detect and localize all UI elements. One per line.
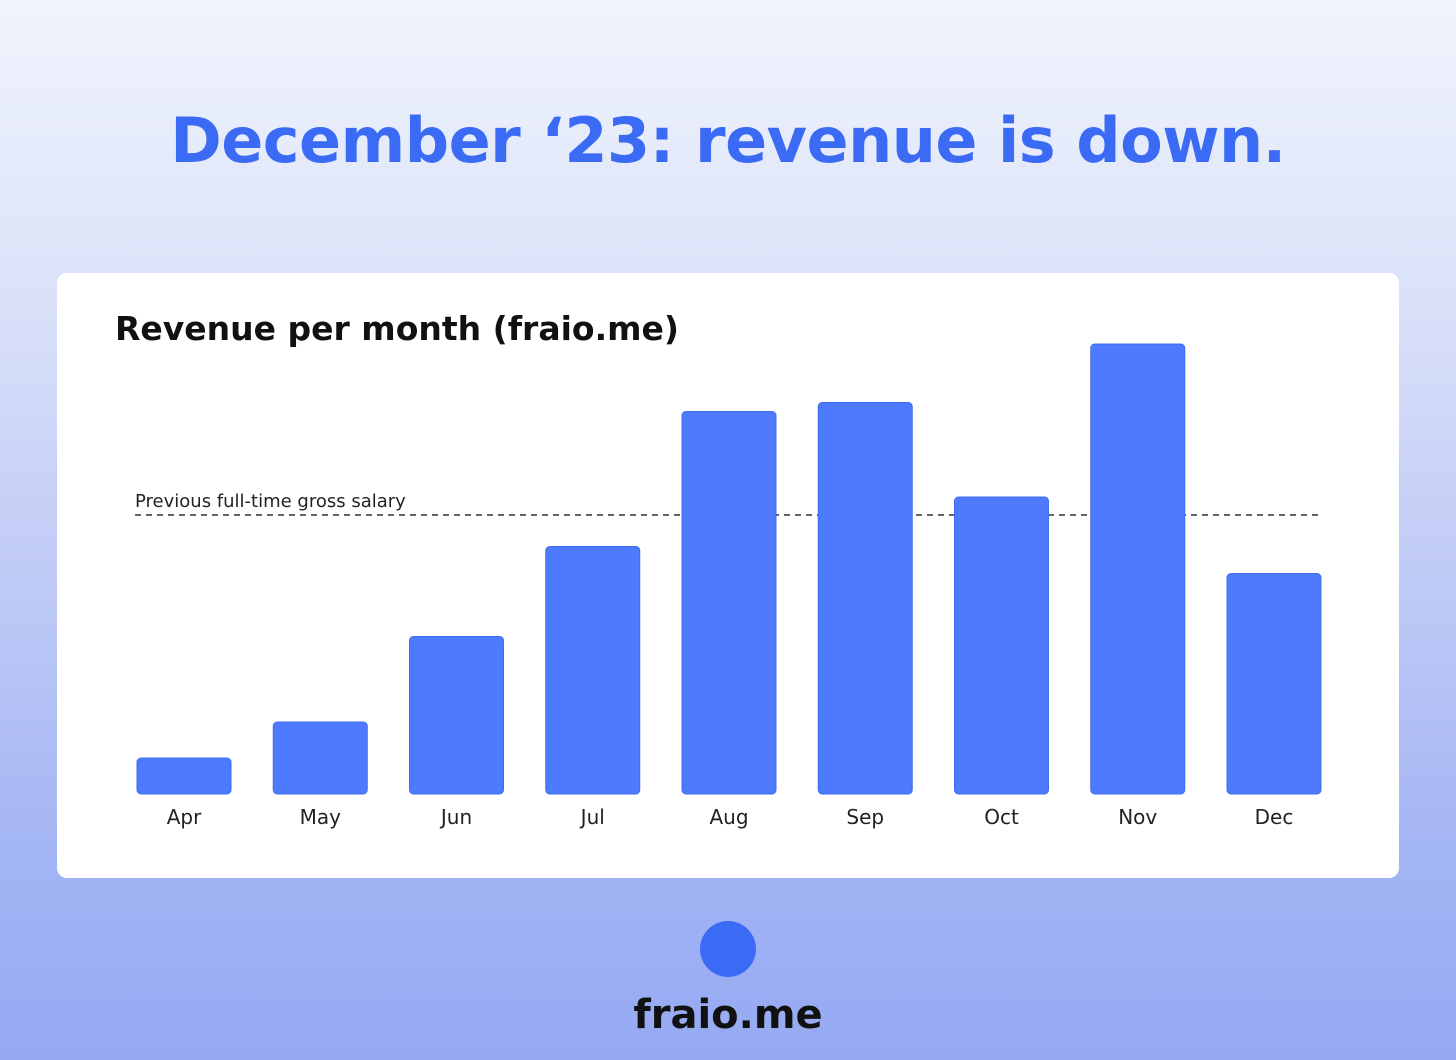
tick-label-aug: Aug <box>709 805 748 829</box>
reference-line-label: Previous full-time gross salary <box>135 491 406 512</box>
chart-card: Revenue per month (fraio.me) Apr May Jun Ju… <box>57 273 1399 878</box>
tick-label-nov: Nov <box>1118 805 1157 829</box>
revenue-bar-chart: Apr May Jun Jul Aug Sep Oct Nov Dec Previous full… <box>135 343 1322 829</box>
bar-jul <box>545 546 641 795</box>
tick-label-oct: Oct <box>984 805 1019 829</box>
tick-label-apr: Apr <box>167 805 202 829</box>
brand-logo-dot <box>700 921 756 977</box>
brand-name: fraio.me <box>633 992 823 1038</box>
bar-oct <box>954 496 1049 795</box>
bar-may <box>272 721 368 795</box>
tick-label-dec: Dec <box>1255 805 1294 829</box>
tick-label-may: May <box>300 805 342 829</box>
bar-sep <box>817 402 913 795</box>
tick-label-jul: Jul <box>579 805 605 829</box>
bar-apr <box>136 757 232 795</box>
tick-label-jun: Jun <box>439 805 472 829</box>
chart-title: Revenue per month (fraio.me) <box>115 309 679 348</box>
bar-dec <box>1226 573 1322 795</box>
bar-nov <box>1090 343 1186 795</box>
tick-label-sep: Sep <box>846 805 884 829</box>
bar-jun <box>409 636 504 795</box>
bar-aug <box>681 411 777 795</box>
headline: December ‘23: revenue is down. <box>170 104 1286 177</box>
